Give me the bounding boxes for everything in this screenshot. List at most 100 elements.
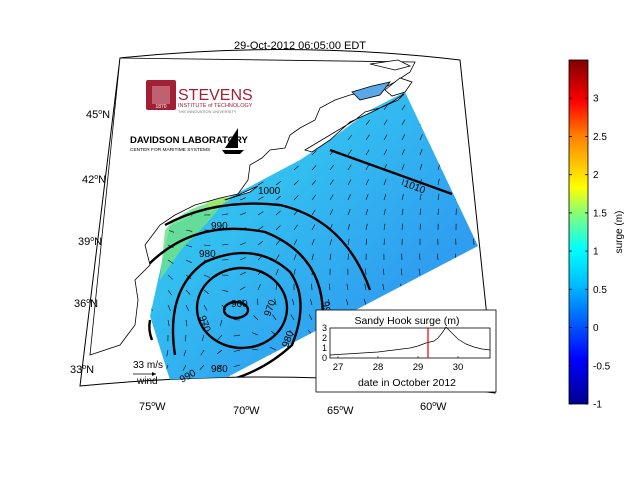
wind-vector	[216, 349, 223, 355]
svg-text:45oN: 45oN	[86, 109, 110, 121]
wind-vector	[383, 208, 386, 216]
svg-text:33oN: 33oN	[70, 364, 94, 376]
contour-970	[195, 266, 289, 350]
wind-vector	[311, 224, 316, 231]
wind-vector	[346, 283, 349, 291]
colorbar-ticks: 3 2.5 2 1.5 1 0.5 0 -0.5 -1	[569, 94, 611, 411]
wind-vector	[203, 304, 208, 311]
wind-vector	[185, 304, 189, 311]
wind-vector	[167, 304, 171, 311]
inset-x-ticks: 27 28 29 30	[333, 356, 463, 373]
pressure-contours	[147, 148, 453, 382]
wind-vector	[311, 194, 316, 201]
wind-vector	[347, 194, 351, 201]
colorbar: 3 2.5 2 1.5 1 0.5 0 -0.5 -1 surge (m)	[568, 59, 625, 411]
surge-field	[150, 92, 478, 393]
wind-vector	[257, 284, 261, 291]
wind-vector	[311, 150, 317, 156]
lon-label-65: 65oW	[327, 405, 354, 417]
stevens-year: 1870	[155, 104, 166, 110]
colorbar-tick-label: 3	[593, 94, 599, 105]
wind-vector	[293, 268, 296, 276]
wind-vector	[199, 379, 205, 385]
gulf-st-lawrence-water	[351, 81, 391, 101]
colorbar-tick-label: 1	[593, 247, 599, 258]
wind-vector	[437, 208, 439, 216]
wind-vector	[328, 283, 331, 291]
wind-vector	[185, 229, 193, 232]
wind-vector	[365, 223, 368, 231]
wind-vector	[473, 133, 476, 141]
stevens-seal	[146, 80, 176, 110]
wind-vector	[221, 289, 229, 292]
wind-vector	[311, 253, 314, 261]
wind-vector	[275, 283, 278, 291]
wind-vector	[347, 238, 350, 246]
wind-vector	[203, 274, 210, 278]
colorbar-tick-label: 0.5	[593, 285, 607, 296]
wind-vector	[201, 334, 205, 342]
wind-vector	[183, 349, 187, 357]
colorbar-tick-label: -0.5	[593, 361, 611, 372]
wind-vector	[217, 334, 223, 340]
wind-vector	[437, 253, 439, 261]
wind-vector	[275, 268, 279, 276]
colorbar-tick-label: 0	[593, 323, 599, 334]
wind-vector	[383, 104, 388, 111]
inset-surge-line	[329, 326, 491, 356]
wind-vector	[347, 253, 349, 261]
wind-vector	[419, 148, 423, 156]
wind-vector	[437, 193, 440, 201]
wind-vector	[216, 364, 223, 369]
colorbar-scale	[568, 59, 589, 405]
inset-y-tick: 2	[322, 333, 327, 343]
inset-title: Sandy Hook surge (m)	[354, 315, 459, 327]
newfoundland	[369, 59, 412, 71]
stevens-name: STEVENS	[178, 87, 253, 104]
wind-vector	[327, 298, 331, 306]
wind-vector	[473, 103, 477, 111]
wind-vector	[347, 179, 352, 186]
wind-vector	[401, 193, 404, 201]
wind-vector	[365, 134, 370, 141]
lat-label-33: 33oN	[70, 364, 94, 376]
wind-vector	[184, 334, 187, 342]
sailboat-hull-icon	[222, 150, 244, 154]
stevens-seal-inner	[152, 86, 170, 104]
wind-vector	[233, 379, 241, 383]
contour-edge	[148, 319, 154, 341]
wind-vector	[347, 208, 351, 216]
svg-text:36oN: 36oN	[74, 298, 98, 310]
wind-vector	[437, 163, 440, 171]
wind-vector	[383, 134, 388, 141]
wind-vector	[383, 119, 388, 126]
wind-vector	[164, 379, 169, 386]
wind-vector	[401, 119, 406, 126]
inset-x-tick: 29	[413, 362, 424, 373]
wind-vector	[167, 274, 173, 280]
wind-vector	[275, 210, 281, 216]
wind-vector	[251, 348, 259, 351]
wind-vector	[311, 165, 317, 171]
inset-y-tick: 3	[322, 323, 327, 333]
stevens-logo: 1870 STEVENS INSTITUTE of TECHNOLOGY THE…	[146, 80, 253, 114]
wind-vector	[383, 268, 385, 276]
wind-vector	[293, 224, 298, 231]
wind-vector	[257, 211, 264, 216]
lon-label-75: 75oW	[139, 401, 166, 413]
wind-vector	[147, 395, 150, 401]
wind-vector	[275, 239, 281, 246]
wind-vector	[203, 244, 211, 246]
wind-vector	[166, 349, 169, 357]
wind-vector	[200, 349, 205, 356]
wind-vector	[287, 377, 295, 381]
wind-vector	[365, 193, 369, 201]
wind-vector	[419, 163, 423, 171]
wind-vector	[167, 259, 174, 264]
wind-vector	[270, 347, 277, 351]
contour-960	[222, 300, 250, 320]
stevens-sub: INSTITUTE of TECHNOLOGY	[178, 103, 253, 109]
wind-vector	[167, 289, 172, 296]
